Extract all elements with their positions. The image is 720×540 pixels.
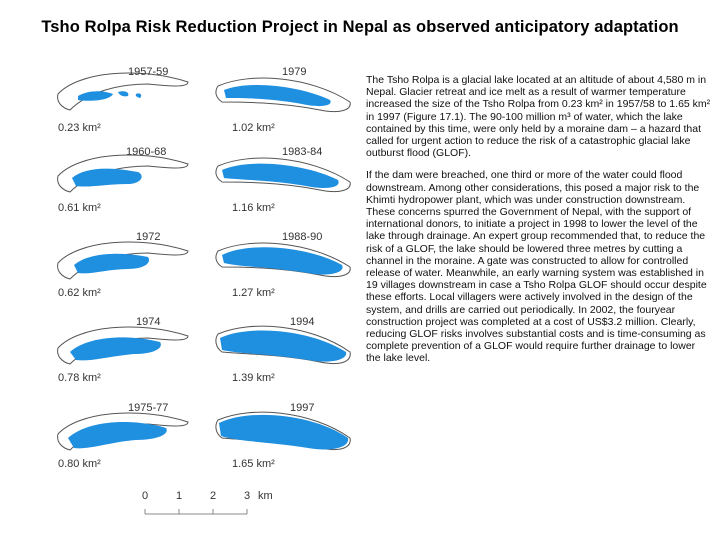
panel-area: 1.16 km² (232, 202, 275, 214)
panel-1957-59: 1957-59 0.23 km² (48, 62, 198, 148)
panel-1983-84: 1983-84 1.16 km² (210, 142, 360, 228)
lake-figure: 1957-59 0.23 km² 1960-68 0.61 km² 1972 0… (40, 62, 360, 522)
panel-area: 0.62 km² (58, 287, 101, 299)
lake-shape-small (118, 91, 129, 97)
paragraph-2: If the dam were breached, one third or m… (366, 169, 707, 365)
lake-shape (222, 163, 339, 188)
panel-year: 1974 (136, 316, 161, 328)
panel-1988-90: 1988-90 1.27 km² (210, 227, 360, 313)
lake-shape (224, 85, 331, 107)
paragraph-1: The Tsho Rolpa is a glacial lake located… (366, 74, 711, 160)
panel-year: 1997 (290, 402, 315, 414)
panel-year: 1957-59 (128, 66, 169, 78)
scale-unit: km (258, 490, 273, 502)
panel-1997: 1997 1.65 km² (210, 398, 360, 484)
lake-shape (68, 422, 167, 449)
panel-year: 1972 (136, 231, 161, 243)
lake-shape (222, 247, 343, 275)
panel-1960-68: 1960-68 0.61 km² (48, 142, 198, 228)
panel-year: 1994 (290, 316, 315, 328)
lake-shape (74, 253, 150, 274)
scale-line (144, 509, 248, 515)
scale-tick: 1 (176, 490, 183, 502)
panel-1974: 1974 0.78 km² (48, 312, 198, 398)
lake-shape (78, 91, 113, 101)
panel-area: 0.80 km² (58, 458, 101, 470)
panel-area: 0.23 km² (58, 122, 101, 134)
panel-area: 1.02 km² (232, 122, 275, 134)
panel-area: 1.27 km² (232, 287, 275, 299)
page-title: Tsho Rolpa Risk Reduction Project in Nep… (41, 18, 679, 36)
panel-area: 1.39 km² (232, 372, 275, 384)
lake-outline-1972 (57, 241, 189, 280)
lake-shape (220, 330, 347, 362)
lake-outline-1960-68 (57, 154, 189, 193)
lake-shape (70, 337, 161, 361)
lake-outline-1975-77 (57, 412, 189, 451)
body-text: The Tsho Rolpa is a glacial lake located… (366, 74, 711, 375)
panel-year: 1983-84 (282, 146, 323, 158)
scale-tick: 2 (210, 490, 217, 502)
lake-outline-1988-90 (215, 242, 351, 278)
lake-outline-1983-84 (215, 157, 351, 193)
panel-1979: 1979 1.02 km² (210, 62, 360, 148)
lake-shape (219, 414, 349, 450)
panel-year: 1988-90 (282, 231, 323, 243)
panel-year: 1975-77 (128, 402, 169, 414)
panel-area: 0.61 km² (58, 202, 101, 214)
lake-shape-small (135, 93, 142, 98)
panel-area: 1.65 km² (232, 458, 275, 470)
scale-bar: 0 1 2 3 km (140, 490, 340, 520)
panel-year: 1979 (282, 66, 307, 78)
lake-outline-1957-59 (57, 72, 189, 111)
panel-year: 1960-68 (126, 146, 167, 158)
lake-outline-1994 (215, 325, 351, 365)
lake-shape (72, 168, 142, 187)
lake-outline-1997 (215, 411, 351, 451)
lake-outline-1974 (57, 326, 189, 365)
scale-tick: 0 (142, 490, 149, 502)
panel-1994: 1994 1.39 km² (210, 312, 360, 398)
panel-1975-77: 1975-77 0.80 km² (48, 398, 198, 484)
scale-tick: 3 (244, 490, 251, 502)
panel-area: 0.78 km² (58, 372, 101, 384)
panel-1972: 1972 0.62 km² (48, 227, 198, 313)
lake-outline-1979 (215, 77, 351, 113)
